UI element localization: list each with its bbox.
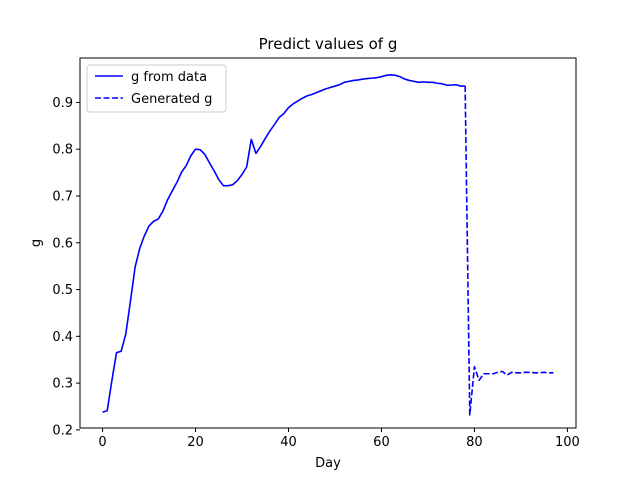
y-axis: 0.2 0.3 0.4 0.5 0.6 0.7 0.8 0.9: [52, 96, 80, 438]
series-line-generated-g: [464, 86, 554, 416]
plot-area: [102, 74, 554, 416]
y-tick-label: 0.9: [52, 96, 73, 111]
y-axis-label: g: [29, 239, 44, 247]
y-tick-label: 0.4: [52, 330, 73, 345]
legend: g from data Generated g: [86, 64, 227, 113]
x-tick-label: 0: [98, 435, 106, 450]
x-tick-label: 60: [373, 435, 390, 450]
y-tick-label: 0.6: [52, 236, 73, 251]
x-axis-label: Day: [315, 456, 341, 471]
y-tick-label: 0.5: [52, 283, 73, 298]
y-tick-label: 0.2: [52, 423, 73, 438]
y-tick-label: 0.3: [52, 377, 73, 392]
legend-label-g-from-data: g from data: [131, 70, 207, 85]
x-tick-label: 100: [555, 435, 580, 450]
x-tick-label: 40: [280, 435, 297, 450]
y-tick-label: 0.8: [52, 143, 73, 158]
y-tick-label: 0.7: [52, 189, 73, 204]
legend-label-generated-g: Generated g: [131, 92, 212, 107]
x-axis: 0 20 40 60 80 100: [98, 428, 580, 450]
x-tick-label: 20: [187, 435, 204, 450]
series-line-g-from-data: [102, 74, 466, 413]
x-tick-label: 80: [466, 435, 483, 450]
chart-title: Predict values of g: [259, 35, 398, 53]
